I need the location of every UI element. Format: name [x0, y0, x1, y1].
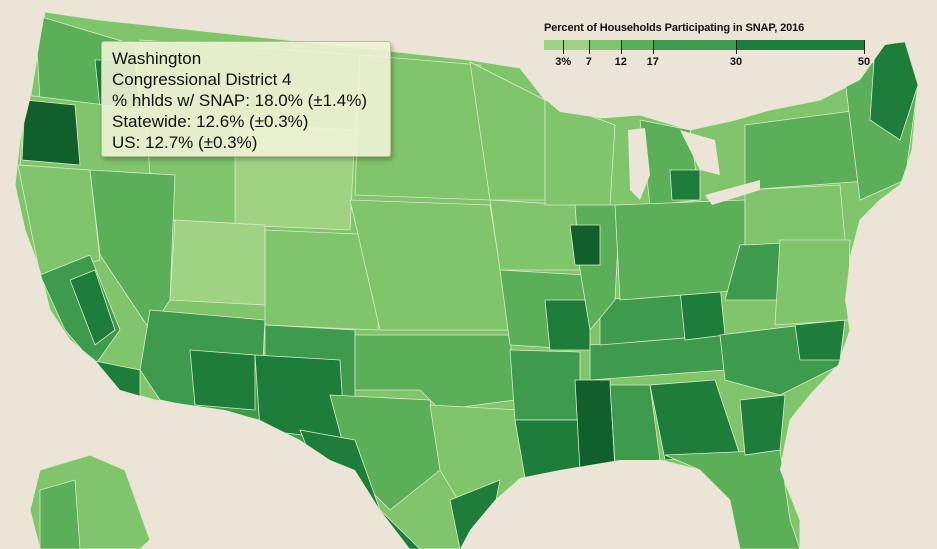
region-missouri-se [544, 299, 591, 351]
tooltip-state: Washington [112, 49, 202, 68]
legend-tick [563, 40, 565, 54]
region-oregon-sw [21, 99, 81, 166]
legend-tick [652, 40, 654, 54]
region-iowa [489, 199, 581, 271]
region-california-north [17, 164, 101, 276]
legend-tick [588, 40, 590, 54]
tooltip-us-rate: US: 12.7% (±0.3%) [112, 133, 258, 152]
legend-tick [736, 40, 737, 54]
district-tooltip: Washington Congressional District 4 % hh… [101, 41, 391, 157]
region-indiana-ohio [614, 199, 746, 301]
lake-superior [540, 85, 690, 118]
region-michigan-detroit [669, 169, 701, 201]
legend-tick-label: 50 [857, 56, 871, 68]
region-chicago [569, 224, 601, 266]
region-alaska-west [39, 479, 81, 549]
legend-tick-label: 17 [646, 56, 659, 68]
lake-erie [705, 180, 760, 205]
region-arizona-south [189, 349, 256, 411]
legend-tick [620, 40, 622, 54]
lake-huron [680, 130, 720, 175]
legend-swatch [563, 40, 589, 50]
legend-swatch [588, 40, 621, 50]
region-louisiana [514, 419, 586, 479]
region-virginia [774, 239, 851, 326]
region-arkansas [509, 349, 581, 421]
region-nc-east [794, 319, 846, 361]
legend-tick-label: 30 [729, 56, 743, 68]
tooltip-district-rate: % hhlds w/ SNAP: 18.0% (±1.4%) [112, 91, 367, 110]
region-florida-north [739, 394, 786, 456]
lake-michigan [628, 128, 650, 200]
legend-swatch [652, 40, 736, 50]
legend-tick-label: 3% [555, 56, 572, 68]
legend-color-scale [544, 40, 864, 50]
legend-tick-label: 7 [585, 56, 592, 68]
legend-title: Percent of Households Participating in S… [544, 22, 805, 34]
legend-tick-label: 12 [614, 56, 627, 68]
region-colorado [264, 229, 381, 331]
region-alabama [609, 384, 661, 466]
tooltip-district: Congressional District 4 [112, 70, 292, 89]
legend-swatch [620, 40, 653, 50]
tooltip-statewide-rate: Statewide: 12.6% (±0.3%) [112, 112, 309, 131]
region-mississippi [574, 379, 616, 471]
region-pennsylvania [744, 184, 846, 246]
region-utah [169, 219, 266, 306]
legend-swatch [544, 40, 564, 50]
legend-swatch [735, 40, 864, 50]
legend-tick [864, 40, 865, 54]
region-california-valley [69, 269, 116, 346]
